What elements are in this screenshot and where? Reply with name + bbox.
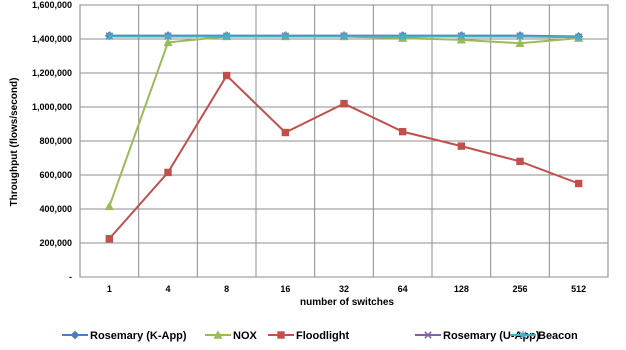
y-tick-label: 600,000 [39, 170, 72, 180]
data-point [516, 32, 524, 41]
data-point [222, 71, 231, 80]
series-floodlight [105, 71, 583, 243]
data-point [398, 127, 407, 136]
y-axis-ticks: - 200,000 400,000 600,000 800,000 1,000,000 1,… [32, 0, 72, 282]
legend-label: Rosemary (K-App) [90, 330, 187, 342]
legend-marker [519, 331, 527, 339]
y-tick-label: 1,000,000 [32, 102, 72, 112]
legend-marker [424, 331, 432, 339]
series-beacon [105, 32, 583, 41]
legend-item: Rosemary (U-App) [415, 330, 540, 342]
x-tick-label: 128 [454, 284, 469, 294]
series-lines [104, 31, 584, 243]
y-tick-label: 800,000 [39, 136, 72, 146]
data-point [164, 32, 172, 41]
legend-marker [70, 330, 80, 340]
x-tick-label: 256 [512, 284, 527, 294]
legend-item: Beacon [510, 330, 578, 342]
legend-item: Floodlight [268, 330, 349, 342]
data-point [574, 179, 583, 188]
x-tick-label: 64 [398, 284, 408, 294]
legend-label: Rosemary (U-App) [443, 330, 540, 342]
series-nox [104, 31, 584, 211]
data-point [281, 128, 290, 137]
data-point [516, 157, 524, 166]
y-tick-label: 400,000 [39, 204, 72, 214]
grid [79, 4, 609, 278]
x-tick-label: 16 [280, 284, 290, 294]
data-point [163, 37, 173, 47]
legend-marker [213, 330, 223, 339]
x-tick-label: 32 [339, 284, 349, 294]
y-tick-label: 200,000 [39, 238, 72, 248]
data-point [399, 32, 407, 41]
data-point [105, 32, 113, 41]
legend: Rosemary (K-App) NOX Floodlight Rosemary (U… [62, 330, 578, 342]
x-axis-title: number of switches [300, 297, 394, 308]
data-point [575, 33, 583, 41]
y-tick-label: 1,600,000 [32, 0, 72, 10]
x-tick-label: 8 [224, 284, 229, 294]
data-point [104, 201, 114, 211]
data-point [281, 32, 289, 41]
x-axis-ticks: 1 4 8 16 32 64 128 256 512 [107, 284, 586, 294]
x-tick-label: 512 [571, 284, 586, 294]
x-tick-label: 4 [165, 284, 170, 294]
legend-label: Floodlight [296, 330, 349, 342]
data-point [164, 168, 172, 177]
y-tick-label: 1,400,000 [32, 34, 72, 44]
y-axis-title: Throughput (flows/second) [9, 78, 20, 207]
series-line [108, 35, 579, 207]
legend-item: Rosemary (K-App) [62, 330, 187, 342]
data-point [105, 235, 114, 243]
y-tick-label: - [69, 272, 72, 282]
y-tick-label: 1,200,000 [32, 68, 72, 78]
legend-item: NOX [205, 330, 258, 342]
data-point [340, 32, 348, 41]
legend-marker [277, 331, 285, 339]
data-point [340, 99, 348, 108]
data-point [223, 32, 231, 41]
data-point [515, 38, 525, 47]
data-point [457, 142, 466, 150]
legend-label: NOX [233, 330, 258, 342]
data-point [457, 32, 465, 41]
x-tick-label: 1 [107, 284, 112, 294]
legend-label: Beacon [538, 330, 578, 342]
